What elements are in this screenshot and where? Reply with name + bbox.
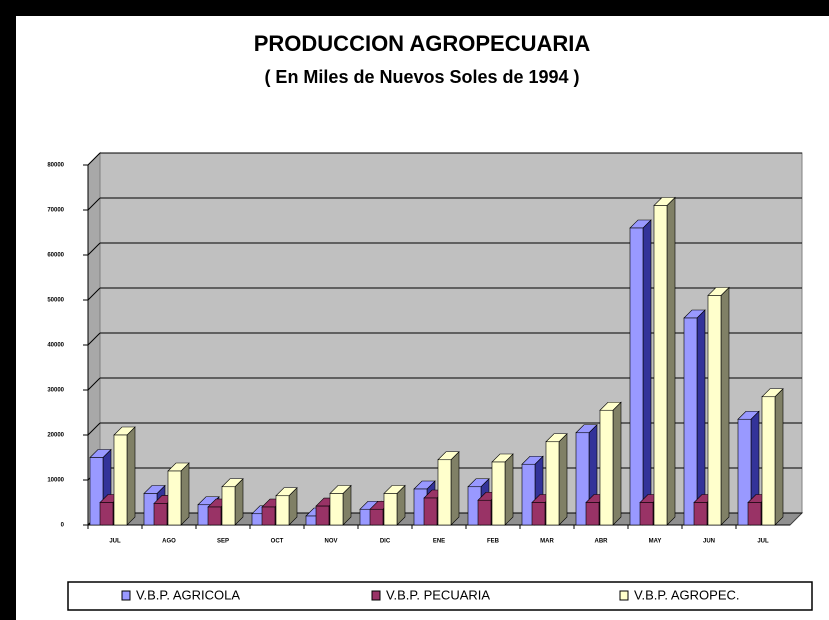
bar-side — [450, 451, 460, 526]
grid-line — [87, 332, 101, 346]
x-tick-label: ABR — [595, 539, 609, 545]
bar-side — [126, 426, 136, 526]
bar — [99, 502, 114, 526]
bar — [329, 493, 344, 526]
x-tick-label: SEP — [217, 539, 229, 545]
bar — [639, 502, 654, 526]
grid-line — [87, 152, 101, 166]
bar — [153, 503, 168, 526]
y-tick-label: 60000 — [47, 253, 64, 259]
grid-line — [87, 287, 101, 301]
legend-swatch — [371, 590, 381, 601]
bar — [761, 396, 776, 526]
grid-line — [87, 377, 101, 391]
bar — [261, 506, 276, 526]
bar — [221, 486, 236, 526]
bar-side — [180, 462, 190, 526]
y-tick-label: 80000 — [47, 163, 64, 169]
bar — [275, 495, 290, 526]
legend-swatch — [121, 590, 131, 601]
bar — [545, 441, 560, 526]
bar — [491, 461, 506, 526]
bar — [207, 506, 222, 526]
bar — [423, 497, 438, 526]
bar — [531, 502, 546, 526]
bar — [167, 470, 182, 526]
bar — [315, 505, 330, 526]
grid-line — [87, 242, 101, 256]
bar — [477, 499, 492, 526]
bar — [575, 432, 590, 526]
y-tick-label: 30000 — [47, 388, 64, 394]
y-tick-label: 40000 — [47, 343, 64, 349]
x-tick-label: JUL — [757, 539, 769, 545]
bar — [653, 205, 668, 526]
grid-line — [87, 197, 101, 211]
frame-top — [0, 0, 829, 16]
bar-side — [774, 388, 784, 526]
chart-title: PRODUCCION AGROPECUARIA — [254, 31, 591, 56]
bar — [737, 418, 752, 526]
bar-side — [504, 453, 514, 526]
chart-subtitle: ( En Miles de Nuevos Soles de 1994 ) — [264, 67, 579, 87]
y-tick-label: 50000 — [47, 298, 64, 304]
x-tick-label: FEB — [487, 539, 500, 545]
x-tick-label: ENE — [433, 539, 445, 545]
legend-box — [67, 581, 813, 611]
bar-side — [666, 196, 676, 526]
x-tick-label: JUN — [703, 539, 715, 545]
frame-left — [0, 0, 16, 620]
x-tick-label: JUL — [109, 539, 121, 545]
legend-label: V.B.P. PECUARIA — [386, 587, 490, 602]
bar-side — [696, 309, 706, 526]
x-tick-label: MAY — [649, 539, 662, 545]
bar — [113, 434, 128, 526]
bar — [747, 502, 762, 526]
y-tick-label: 10000 — [47, 478, 64, 484]
bar — [369, 508, 384, 526]
bar — [585, 502, 600, 526]
bar — [599, 409, 614, 526]
bar — [683, 317, 698, 526]
bar-side — [558, 433, 568, 526]
x-tick-label: NOV — [324, 539, 337, 545]
y-tick-label: 0 — [61, 523, 65, 529]
bar — [437, 459, 452, 526]
x-tick-label: AGO — [162, 539, 176, 545]
grid-line — [87, 422, 101, 436]
x-tick-label: OCT — [271, 539, 284, 545]
bar-side — [612, 401, 622, 526]
bar-side — [720, 286, 730, 526]
legend-label: V.B.P. AGROPEC. — [634, 587, 740, 602]
x-tick-label: MAR — [540, 539, 554, 545]
legend-swatch — [619, 590, 629, 601]
bar — [383, 493, 398, 526]
y-tick-label: 70000 — [47, 208, 64, 214]
bar — [629, 227, 644, 526]
y-tick-label: 20000 — [47, 433, 64, 439]
legend-label: V.B.P. AGRICOLA — [136, 587, 240, 602]
x-tick-label: DIC — [380, 539, 391, 545]
bar — [693, 502, 708, 526]
bar — [707, 295, 722, 526]
bar-side — [642, 219, 652, 526]
